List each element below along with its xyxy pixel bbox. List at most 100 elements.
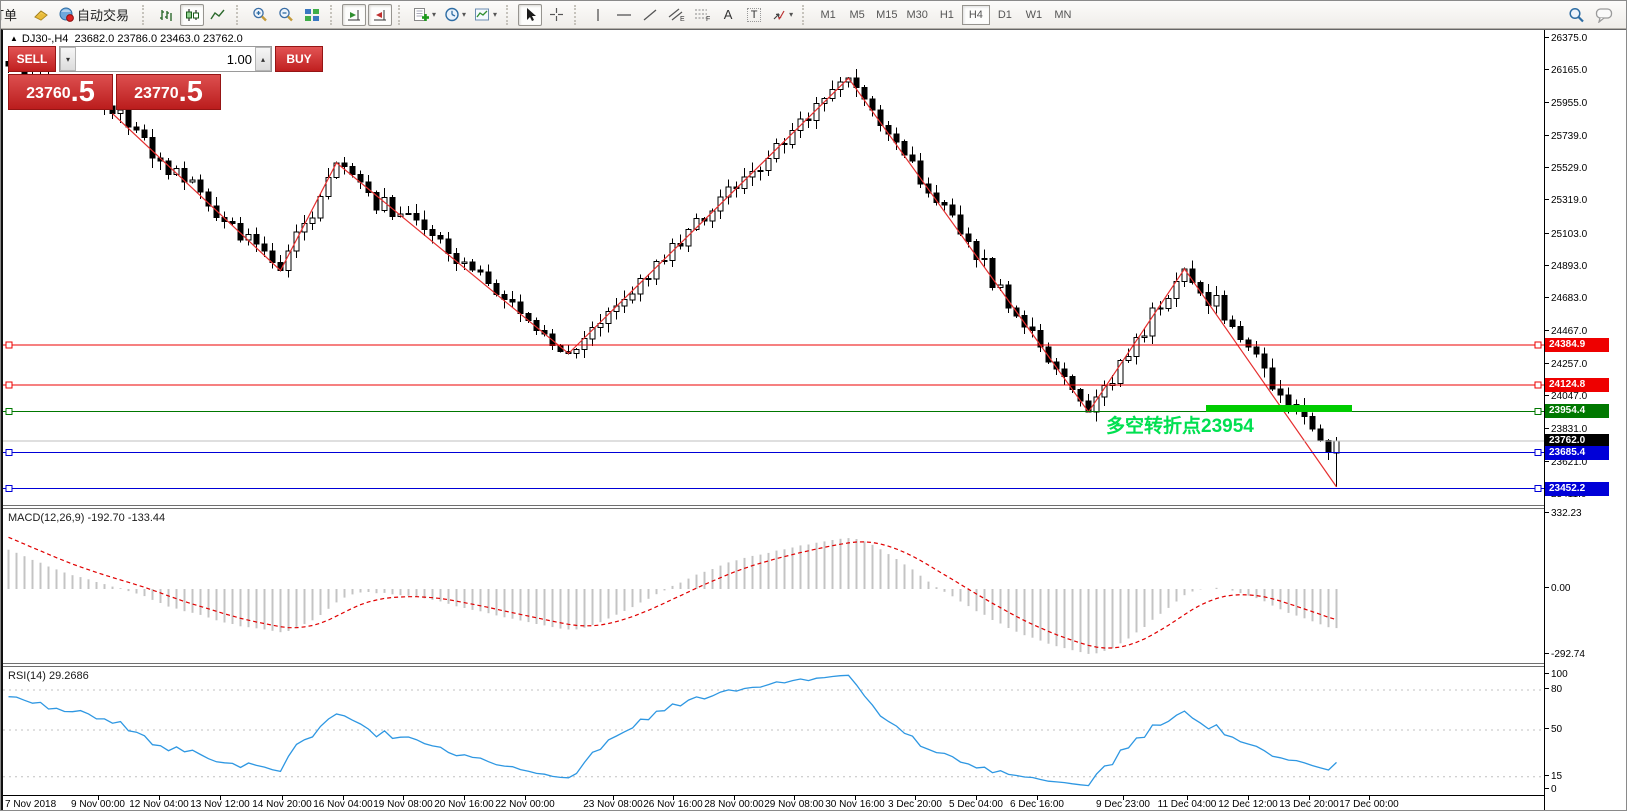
rsi-tick-label: 15 (1545, 771, 1562, 782)
templates-button[interactable]: ▾ (471, 4, 500, 26)
price-pane[interactable] (3, 30, 1544, 505)
sell-button[interactable]: SELL (8, 46, 56, 72)
toolbar-right (1568, 7, 1620, 23)
tab-timeframe-H1[interactable]: H1 (939, 8, 954, 21)
tab-timeframe-H4[interactable]: H4 (961, 4, 990, 25)
svg-text:E: E (680, 16, 685, 22)
time-tick (673, 796, 674, 800)
bar-chart-button[interactable] (154, 4, 178, 26)
time-label: 23 Nov 08:00 (583, 799, 643, 810)
time-label: 28 Nov 00:00 (704, 799, 764, 810)
dropdown-arrow-icon: ▾ (432, 10, 437, 19)
autotrading-label: 自动交易 (77, 8, 130, 23)
tab-timeframe-M15[interactable]: M15 (876, 8, 898, 21)
fibonacci-tool[interactable]: F (690, 4, 714, 26)
time-axis[interactable]: 7 Nov 2018 9 Nov 00:00 12 Nov 04:00 13 Nov … (3, 795, 1544, 810)
tab-timeframe-M1[interactable]: M1 (820, 8, 836, 21)
buy-button[interactable]: BUY (275, 46, 323, 72)
auto-scroll-button[interactable] (342, 3, 367, 26)
autotrading-button[interactable]: 自动交易 (55, 4, 136, 26)
line-chart-button[interactable] (206, 4, 230, 26)
price-axis[interactable]: 26375.0 26165.0 25955.0 25739.0 25529.0 25319… (1544, 30, 1626, 810)
add-indicator-icon (414, 8, 430, 21)
macd-tick-label: 0.00 (1545, 583, 1570, 594)
volume-decrease-button[interactable]: ▾ (60, 47, 76, 71)
arrows-tool[interactable]: ▾ (768, 4, 796, 26)
timeframe-group: M1 M5 M15 M30 H1 H4 D1 W1 MN (814, 4, 1077, 25)
sell-price-panel[interactable]: 23760.5 (8, 74, 113, 110)
volume-box: ▾ ▴ (59, 46, 272, 72)
pane-separator[interactable] (3, 663, 1544, 667)
chart-window[interactable]: 7 Nov 2018 9 Nov 00:00 12 Nov 04:00 13 Nov … (1, 29, 1626, 810)
time-tick (98, 796, 99, 800)
text-tool-icon: A (723, 7, 733, 22)
time-tick (1248, 796, 1249, 800)
pane-separator[interactable] (3, 505, 1544, 509)
chart-shift-button[interactable] (368, 3, 393, 26)
tab-timeframe-M5[interactable]: M5 (849, 8, 865, 21)
candlestick-chart-button[interactable] (180, 3, 205, 26)
toolbar-grip (802, 4, 808, 25)
tab-timeframe-D1[interactable]: D1 (997, 8, 1012, 21)
sell-price-fraction: .5 (70, 76, 95, 108)
price-level-label: 23685.4 (1545, 446, 1609, 460)
crosshair-button[interactable] (544, 4, 568, 26)
time-label: 12 Dec 12:00 (1218, 799, 1278, 810)
bar-chart-icon (160, 9, 172, 21)
main-toolbar: 订单 自动交易 (1, 1, 1626, 29)
rsi-pane[interactable] (3, 667, 1544, 795)
cursor-button[interactable] (518, 3, 543, 26)
toolbar-grip (236, 4, 242, 25)
time-label: 14 Nov 20:00 (252, 799, 312, 810)
channel-icon: E (668, 8, 685, 22)
price-tick-label: 25103.0 (1545, 229, 1587, 240)
text-label-tool[interactable]: T (742, 4, 766, 26)
periods-button[interactable]: ▾ (441, 4, 469, 26)
macd-signal-line (8, 536, 1337, 649)
tab-timeframe-M30[interactable]: M30 (906, 8, 928, 21)
time-tick (220, 796, 221, 800)
text-tool[interactable]: A (716, 4, 740, 26)
volume-input[interactable] (76, 47, 255, 71)
time-label: 5 Dec 04:00 (949, 799, 1003, 810)
price-tick-label: 25529.0 (1545, 163, 1587, 174)
vertical-line-tool[interactable] (586, 4, 610, 26)
tile-windows-button[interactable] (300, 4, 324, 26)
trendline-tool[interactable] (638, 4, 662, 26)
sell-price: 23760 (26, 85, 71, 102)
rsi-tick-label: 80 (1545, 684, 1562, 695)
zoom-in-button[interactable] (248, 4, 272, 26)
line-handle (1534, 407, 1542, 415)
search-icon[interactable] (1568, 7, 1585, 23)
crosshair-icon (549, 8, 563, 21)
tab-timeframe-MN[interactable]: MN (1054, 8, 1072, 21)
price-tick-label: 26375.0 (1545, 33, 1587, 44)
time-tick (1309, 796, 1310, 800)
toolbar-grip (506, 4, 512, 25)
chart-ohlc-title: ▲ DJ30-,H4 23682.0 23786.0 23463.0 23762.… (10, 33, 243, 45)
zoom-out-button[interactable] (274, 4, 298, 26)
price-tick-label: 24683.0 (1545, 293, 1587, 304)
toolbar-grip (142, 4, 148, 25)
indicators-button[interactable]: ▾ (410, 4, 439, 26)
buy-price-fraction: .5 (178, 76, 203, 108)
chat-icon[interactable] (1595, 7, 1614, 23)
buy-price-panel[interactable]: 23770.5 (116, 74, 221, 110)
equidistant-channel-tool[interactable]: E (664, 4, 688, 26)
time-tick (1369, 796, 1370, 800)
tab-timeframe-W1[interactable]: W1 (1025, 8, 1043, 21)
price-tick-label: 24257.0 (1545, 359, 1587, 370)
time-tick (613, 796, 614, 800)
macd-pane[interactable] (3, 509, 1544, 663)
horizontal-line-tool[interactable] (612, 4, 636, 26)
line-handle (5, 449, 13, 457)
price-tick-label: 25319.0 (1545, 195, 1587, 206)
time-tick (915, 796, 916, 800)
volume-increase-button[interactable]: ▴ (255, 47, 271, 71)
price-level-label: 24384.9 (1545, 338, 1609, 352)
time-label: 17 Dec 00:00 (1339, 799, 1399, 810)
new-order-button[interactable]: 订单 (1, 8, 18, 23)
time-label: 11 Dec 04:00 (1157, 799, 1217, 810)
time-tick (794, 796, 795, 800)
history-center-button[interactable] (29, 4, 53, 26)
